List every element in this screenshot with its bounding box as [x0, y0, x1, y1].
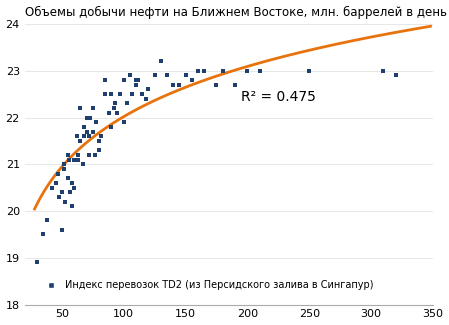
- Point: [68, 180, 75, 186]
- Point: [170, 82, 177, 87]
- Point: [132, 77, 140, 83]
- Point: [93, 120, 100, 125]
- Point: [70, 185, 78, 190]
- Point: [108, 124, 115, 129]
- Point: [79, 162, 86, 167]
- Point: [44, 218, 51, 223]
- Point: [40, 232, 47, 237]
- Point: [67, 190, 74, 195]
- Point: [89, 129, 96, 134]
- Point: [80, 124, 88, 129]
- Point: [33, 260, 40, 265]
- Point: [101, 92, 109, 97]
- Point: [77, 106, 84, 111]
- Point: [129, 92, 136, 97]
- Point: [194, 68, 202, 73]
- Point: [77, 138, 84, 144]
- Point: [95, 138, 102, 144]
- Point: [62, 199, 69, 204]
- Point: [54, 171, 62, 176]
- Point: [83, 129, 90, 134]
- Point: [105, 110, 112, 115]
- Point: [157, 59, 164, 64]
- Point: [83, 115, 90, 120]
- Point: [163, 73, 171, 78]
- Legend: Индекс перевозок TD2 (из Персидского залива в Сингапур): Индекс перевозок TD2 (из Персидского зал…: [38, 276, 377, 294]
- Point: [132, 82, 140, 87]
- Point: [142, 96, 150, 101]
- Point: [85, 134, 92, 139]
- Point: [95, 148, 102, 153]
- Point: [114, 110, 121, 115]
- Point: [231, 82, 238, 87]
- Point: [52, 180, 59, 186]
- Point: [380, 68, 387, 73]
- Point: [392, 73, 400, 78]
- Point: [116, 92, 123, 97]
- Point: [182, 73, 189, 78]
- Point: [98, 134, 105, 139]
- Point: [219, 68, 226, 73]
- Point: [74, 157, 81, 162]
- Point: [61, 162, 68, 167]
- Point: [89, 106, 96, 111]
- Point: [73, 134, 80, 139]
- Point: [213, 82, 220, 87]
- Point: [151, 73, 158, 78]
- Point: [80, 134, 88, 139]
- Point: [139, 92, 146, 97]
- Point: [145, 87, 152, 92]
- Point: [110, 106, 117, 111]
- Point: [68, 204, 75, 209]
- Text: R² = 0.475: R² = 0.475: [241, 90, 316, 104]
- Point: [124, 101, 131, 106]
- Point: [64, 152, 71, 158]
- Point: [176, 82, 183, 87]
- Point: [56, 194, 63, 200]
- Point: [120, 120, 127, 125]
- Point: [101, 77, 109, 83]
- Point: [108, 92, 115, 97]
- Point: [87, 115, 94, 120]
- Point: [256, 68, 263, 73]
- Point: [70, 157, 78, 162]
- Point: [120, 77, 127, 83]
- Point: [306, 68, 313, 73]
- Point: [64, 176, 71, 181]
- Point: [58, 190, 66, 195]
- Point: [85, 152, 92, 158]
- Point: [188, 77, 195, 83]
- Point: [244, 68, 251, 73]
- Point: [61, 166, 68, 172]
- Point: [92, 152, 99, 158]
- Point: [135, 77, 142, 83]
- Point: [66, 157, 73, 162]
- Text: Объемы добычи нефти на Ближнем Востоке, млн. баррелей в день: Объемы добычи нефти на Ближнем Востоке, …: [25, 6, 447, 19]
- Point: [200, 68, 207, 73]
- Point: [48, 185, 56, 190]
- Point: [126, 73, 133, 78]
- Point: [111, 101, 119, 106]
- Point: [58, 227, 66, 232]
- Point: [74, 152, 81, 158]
